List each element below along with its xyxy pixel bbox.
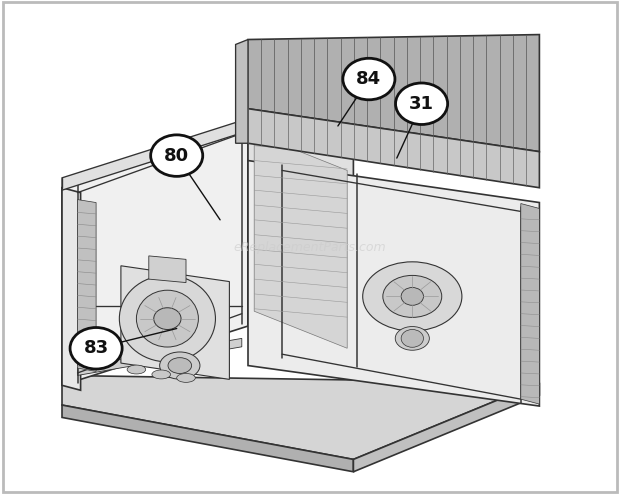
Polygon shape <box>78 200 96 371</box>
Polygon shape <box>121 266 229 379</box>
Ellipse shape <box>363 262 462 331</box>
Polygon shape <box>62 119 248 190</box>
Polygon shape <box>248 109 353 366</box>
Text: eReplacementParts.com: eReplacementParts.com <box>234 241 386 253</box>
Circle shape <box>151 135 203 176</box>
Polygon shape <box>78 338 242 375</box>
Polygon shape <box>248 161 539 406</box>
Polygon shape <box>62 405 353 472</box>
Ellipse shape <box>383 276 441 318</box>
Polygon shape <box>62 375 539 459</box>
Polygon shape <box>248 35 539 152</box>
Ellipse shape <box>160 352 200 379</box>
Text: 84: 84 <box>356 70 381 88</box>
Ellipse shape <box>127 365 146 374</box>
Polygon shape <box>236 40 248 143</box>
Ellipse shape <box>136 290 198 347</box>
Text: 31: 31 <box>409 95 434 113</box>
Polygon shape <box>62 188 81 390</box>
Ellipse shape <box>119 276 216 362</box>
Polygon shape <box>521 204 539 404</box>
Polygon shape <box>254 133 347 348</box>
Polygon shape <box>62 128 248 385</box>
Circle shape <box>401 329 423 347</box>
Circle shape <box>396 83 448 124</box>
Polygon shape <box>353 383 539 472</box>
Circle shape <box>343 58 395 100</box>
Ellipse shape <box>177 373 195 382</box>
Circle shape <box>401 288 423 305</box>
Polygon shape <box>248 109 539 188</box>
Text: 83: 83 <box>84 339 108 357</box>
Circle shape <box>70 328 122 369</box>
Polygon shape <box>149 256 186 283</box>
Circle shape <box>154 308 181 329</box>
Ellipse shape <box>396 327 429 350</box>
Ellipse shape <box>152 370 171 379</box>
Text: 80: 80 <box>164 147 189 165</box>
Ellipse shape <box>168 358 192 373</box>
